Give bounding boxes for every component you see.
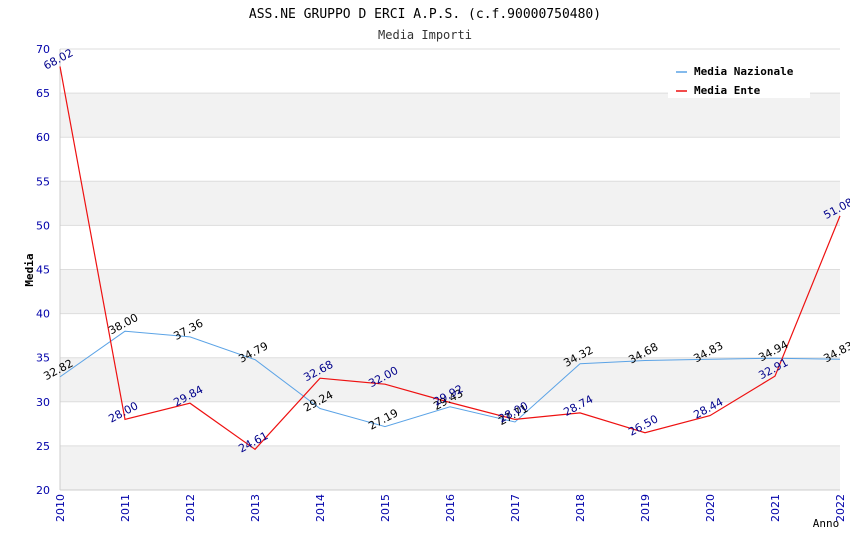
- x-tick-label: 2014: [314, 494, 327, 522]
- y-tick-label: 70: [36, 43, 50, 56]
- y-tick-label: 55: [36, 175, 50, 188]
- data-label: 28.00: [106, 399, 140, 425]
- legend-box: [668, 60, 810, 98]
- x-tick-label: 2013: [249, 494, 262, 522]
- gridlines: [60, 48, 840, 447]
- legend-label-nazionale: Media Nazionale: [694, 65, 794, 78]
- y-axis-ticks: 20 25 30 35 40 45 50 55 60 65 70: [36, 43, 50, 497]
- y-tick-label: 65: [36, 87, 50, 100]
- x-tick-label: 2019: [639, 494, 652, 522]
- x-tick-label: 2020: [704, 494, 717, 522]
- y-axis-label: Media: [23, 253, 36, 286]
- data-label: 26.50: [626, 412, 660, 438]
- series-line-ente: [59, 66, 841, 451]
- x-tick-label: 2018: [574, 494, 587, 522]
- y-tick-label: 40: [36, 308, 50, 321]
- x-axis-ticks: 2010 2011 2012 2013 2014 2015 2016 2017 2018 2019…: [54, 494, 847, 522]
- chart-title: ASS.NE GRUPPO D ERCI A.P.S. (c.f.9000075…: [249, 7, 601, 22]
- x-tick-label: 2012: [184, 494, 197, 522]
- background-band: [60, 445, 840, 490]
- chart-subtitle: Media Importi: [378, 28, 472, 42]
- y-tick-label: 45: [36, 264, 50, 277]
- data-label: 27.19: [366, 406, 400, 432]
- x-tick-label: 2017: [509, 494, 522, 522]
- x-axis-label: Anno: [813, 517, 840, 530]
- x-tick-label: 2016: [444, 494, 457, 522]
- y-tick-label: 25: [36, 440, 50, 453]
- background-band: [60, 93, 840, 138]
- y-tick-label: 60: [36, 131, 50, 144]
- y-tick-label: 35: [36, 352, 50, 365]
- background-band: [60, 357, 840, 402]
- data-label: 38.00: [106, 311, 140, 337]
- series-line-nazionale: [59, 330, 841, 428]
- x-tick-label: 2010: [54, 494, 67, 522]
- x-tick-label: 2022: [834, 494, 847, 522]
- series-lines: [59, 66, 841, 451]
- data-label: 37.36: [171, 317, 205, 343]
- y-tick-label: 20: [36, 484, 50, 497]
- background-band: [60, 181, 840, 226]
- x-tick-label: 2015: [379, 494, 392, 522]
- x-tick-label: 2021: [769, 494, 782, 522]
- legend: Media Nazionale Media Ente: [668, 60, 810, 98]
- background-bands: [60, 93, 840, 490]
- x-tick-label: 2011: [119, 494, 132, 522]
- y-tick-label: 30: [36, 396, 50, 409]
- legend-label-ente: Media Ente: [694, 84, 761, 97]
- y-tick-label: 50: [36, 219, 50, 232]
- background-band: [60, 269, 840, 314]
